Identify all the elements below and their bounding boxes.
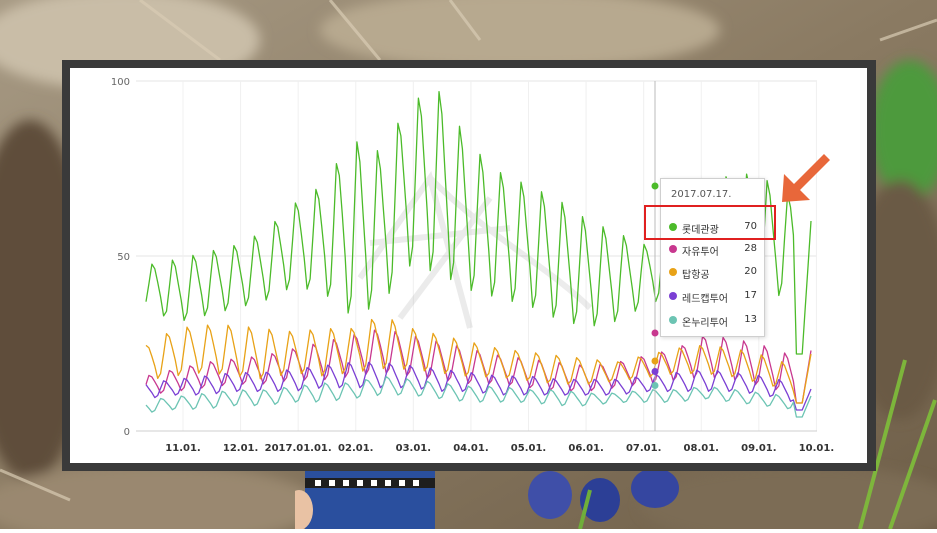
tooltip-entry: 롯데관광 70 <box>669 221 757 236</box>
legend-dot <box>669 316 677 324</box>
x-axis-ticks: 11.01. 12.01. 2017.01.01. 02.01. 03.01. 04.01… <box>165 443 834 454</box>
chart-tooltip: 2017.07.17. 롯데관광 70 자유투어 28 탑항공 20 레드캡투어… <box>660 178 765 337</box>
legend-dot <box>669 245 677 253</box>
hover-dot <box>651 382 659 389</box>
x-tick-label: 05.01. <box>511 443 546 454</box>
tooltip-entry-value: 20 <box>744 266 757 277</box>
blue-flowers <box>520 468 690 530</box>
tooltip-entry-name: 자유투어 <box>682 247 719 258</box>
x-tick-label: 04.01. <box>453 443 488 454</box>
tooltip-entry: 자유투어 28 <box>669 243 757 258</box>
y-axis-ticks: 0 50 100 <box>111 77 130 438</box>
y-tick-label: 0 <box>124 427 130 438</box>
legend-dot <box>669 268 677 276</box>
x-tick-label: 11.01. <box>165 443 200 454</box>
series-line <box>145 361 812 411</box>
tooltip-entry-name: 탑항공 <box>682 270 710 281</box>
tooltip-date: 2017.07.17. <box>671 189 732 200</box>
tooltip-entry-name: 레드캡투어 <box>682 294 728 305</box>
series-line <box>145 375 812 418</box>
hover-dot <box>651 329 659 337</box>
x-tick-label: 2017.01.01. <box>265 443 332 454</box>
x-tick-label: 03.01. <box>396 443 431 454</box>
tooltip-entry: 탑항공 20 <box>669 266 757 281</box>
legend-dot <box>669 292 677 300</box>
x-tick-label: 02.01. <box>338 443 373 454</box>
hover-dots <box>651 182 659 389</box>
tooltip-entry-value: 28 <box>744 243 757 254</box>
legend-dot <box>669 223 677 231</box>
red-highlight-box <box>644 205 776 240</box>
tooltip-entry-name: 온누리투어 <box>682 318 728 329</box>
tooltip-entry: 레드캡투어 17 <box>669 290 757 305</box>
tooltip-entry-name: 롯데관광 <box>682 225 719 236</box>
y-tick-label: 100 <box>111 77 130 88</box>
hover-dot <box>651 368 659 375</box>
tooltip-entry: 온누리투어 13 <box>669 314 757 329</box>
x-tick-label: 10.01. <box>799 443 834 454</box>
x-tick-label: 08.01. <box>684 443 719 454</box>
orange-arrow-icon <box>782 154 830 202</box>
x-tick-label: 06.01. <box>568 443 603 454</box>
tooltip-entry-value: 17 <box>744 290 757 301</box>
tooltip-entry-value: 13 <box>744 314 757 325</box>
toy-figure <box>285 470 445 530</box>
x-tick-label: 07.01. <box>626 443 661 454</box>
hover-dot <box>651 357 659 365</box>
series-line <box>145 318 812 404</box>
x-tick-label: 12.01. <box>223 443 258 454</box>
x-tick-label: 09.01. <box>741 443 776 454</box>
y-tick-label: 50 <box>117 252 130 263</box>
hover-dot <box>651 182 659 190</box>
tooltip-entry-value: 70 <box>744 221 757 232</box>
